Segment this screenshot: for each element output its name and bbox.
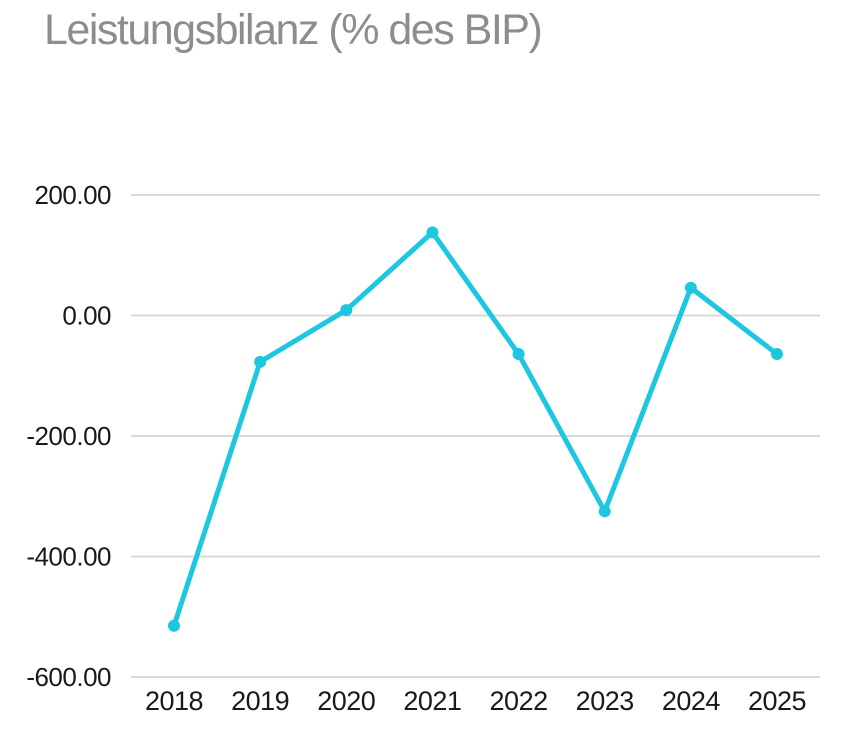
data-point-marker <box>340 304 353 317</box>
data-point-marker <box>598 505 611 518</box>
x-tick-label: 2018 <box>145 686 203 716</box>
series-line <box>171 229 780 629</box>
y-tick-label: 0.00 <box>62 301 111 331</box>
x-tick-label: 2022 <box>490 686 548 716</box>
data-point-marker <box>254 355 267 368</box>
chart-title: Leistungsbilanz (% des BIP) <box>44 6 543 54</box>
data-point-marker <box>771 348 783 361</box>
y-tick-label: -600.00 <box>26 662 111 692</box>
y-tick-label: -200.00 <box>26 421 111 451</box>
data-point-marker <box>684 281 697 294</box>
x-tick-label: 2025 <box>748 686 806 716</box>
x-tick-label: 2024 <box>662 686 721 716</box>
y-tick-label: -400.00 <box>26 542 111 572</box>
data-point-marker <box>512 348 525 361</box>
x-tick-label: 2019 <box>231 686 289 716</box>
x-tick-label: 2023 <box>576 686 634 716</box>
x-tick-label: 2020 <box>317 686 375 716</box>
data-point-marker <box>168 619 180 632</box>
y-tick-label: 200.00 <box>34 180 111 210</box>
x-tick-label: 2021 <box>403 686 461 716</box>
data-point-marker <box>426 226 439 239</box>
